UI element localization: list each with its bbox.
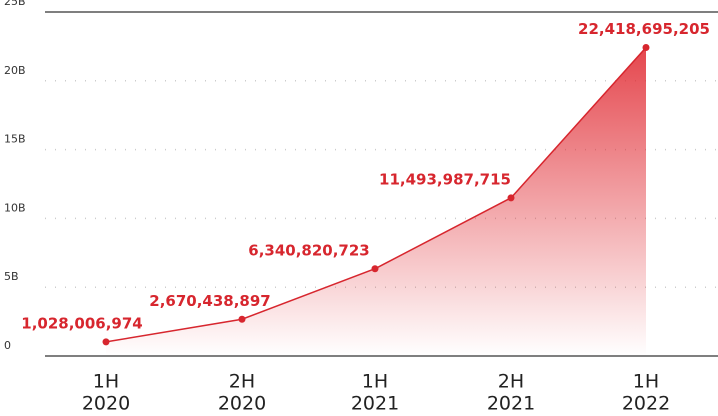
value-label: 1,028,006,974 — [21, 314, 142, 332]
x-tick-label: 2020 — [218, 393, 266, 415]
point — [507, 194, 515, 202]
x-tick-label: 2H — [229, 371, 255, 393]
y-tick-label: 20B — [4, 64, 26, 77]
area — [106, 47, 646, 357]
value-label: 22,418,695,205 — [578, 20, 710, 38]
y-tick-label: 0 — [4, 339, 11, 352]
x-tick-label: 2021 — [487, 393, 535, 415]
value-label: 11,493,987,715 — [379, 170, 511, 188]
x-tick-label: 1H — [362, 371, 388, 393]
value-label: 2,670,438,897 — [149, 292, 270, 310]
point — [371, 265, 379, 273]
y-tick-label: 25B — [4, 0, 26, 8]
x-tick-label: 1H — [93, 371, 119, 393]
point — [102, 338, 110, 346]
x-tick-label: 2021 — [351, 393, 399, 415]
point — [642, 44, 650, 52]
y-tick-label: 15B — [4, 133, 26, 146]
x-tick-label: 2H — [498, 371, 524, 393]
y-tick-label: 10B — [4, 201, 26, 214]
x-tick-label: 2022 — [622, 393, 670, 415]
value-label: 6,340,820,723 — [248, 241, 369, 259]
x-tick-label: 2020 — [82, 393, 130, 415]
point — [238, 315, 246, 323]
y-tick-label: 5B — [4, 270, 19, 283]
x-tick-label: 1H — [633, 371, 659, 393]
